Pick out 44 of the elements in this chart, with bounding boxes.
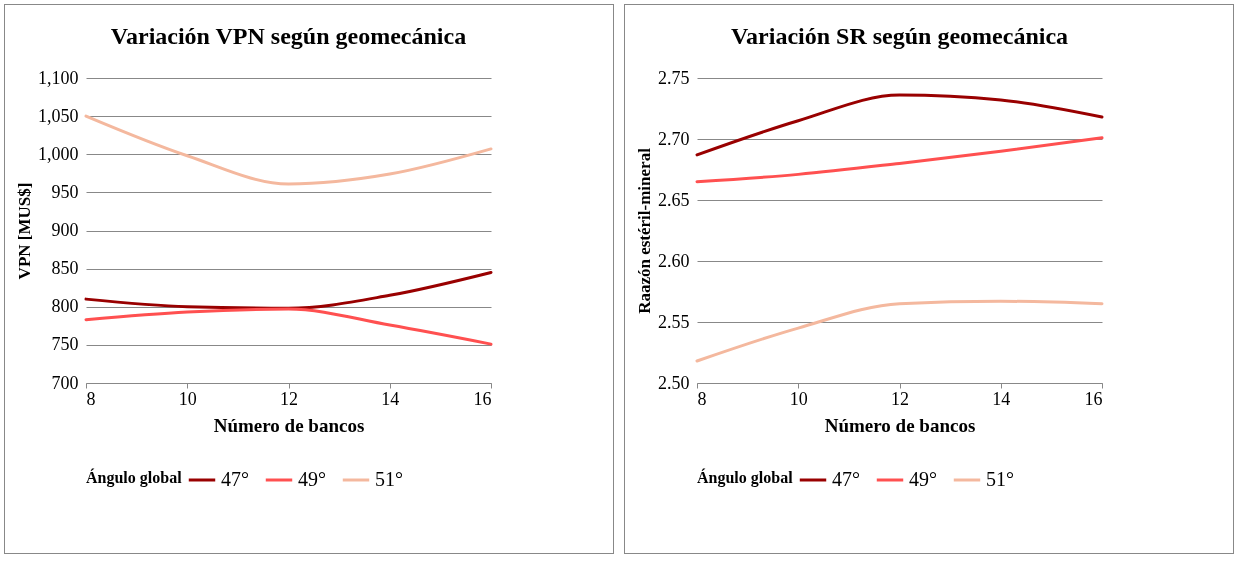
line-series (695, 136, 1104, 184)
line-series (695, 93, 1104, 157)
legend-label: 47° (832, 468, 860, 490)
x-tick-label: 16 (1084, 388, 1103, 409)
y-tick-label: 850 (51, 258, 79, 279)
y-tick-label: 1,100 (38, 67, 79, 88)
x-tick-label: 16 (473, 388, 492, 409)
x-tick-label: 14 (381, 388, 400, 409)
x-axis-title: Número de bancos (213, 414, 365, 436)
x-axis-title: Número de bancos (824, 414, 976, 436)
y-tick-label: 2.70 (658, 128, 690, 149)
legend-label: 49° (298, 468, 326, 490)
x-tick-label: 8 (697, 388, 707, 409)
y-tick-label: 2.75 (658, 67, 690, 88)
y-tick-label: 2.60 (658, 250, 690, 271)
x-tick-label: 12 (280, 388, 298, 409)
legend-label: 51° (375, 468, 403, 490)
legend-label: 47° (221, 468, 249, 490)
x-tick-label: 8 (86, 388, 96, 409)
x-tick-label: 12 (891, 388, 909, 409)
legend-title: Ángulo global (697, 468, 794, 487)
y-tick-label: 750 (51, 334, 79, 355)
legend-label: 49° (909, 468, 937, 490)
y-axis-title: Raazón estéril-mineral (635, 147, 654, 314)
y-tick-label: 2.55 (658, 311, 690, 332)
x-tick-label: 10 (789, 388, 808, 409)
x-tick-label: 10 (178, 388, 197, 409)
y-tick-label: 1,000 (38, 143, 79, 164)
chart-title: Variación VPN según geomecánica (110, 23, 467, 49)
y-axis-title: VPN [MUS$] (15, 182, 34, 280)
legend-title: Ángulo global (86, 468, 183, 487)
chart-title: Variación SR según geomecánica (730, 23, 1069, 49)
y-tick-label: 2.50 (658, 372, 690, 393)
y-tick-label: 700 (51, 372, 79, 393)
y-tick-label: 950 (51, 181, 79, 202)
y-tick-label: 2.65 (658, 189, 690, 210)
line-series (84, 307, 493, 346)
legend-label: 51° (986, 468, 1014, 490)
line-series (84, 114, 493, 186)
y-tick-label: 800 (51, 296, 79, 317)
y-tick-label: 900 (51, 220, 79, 240)
line-series (695, 299, 1104, 363)
y-tick-label: 1,050 (38, 105, 79, 126)
x-tick-label: 14 (992, 388, 1011, 409)
